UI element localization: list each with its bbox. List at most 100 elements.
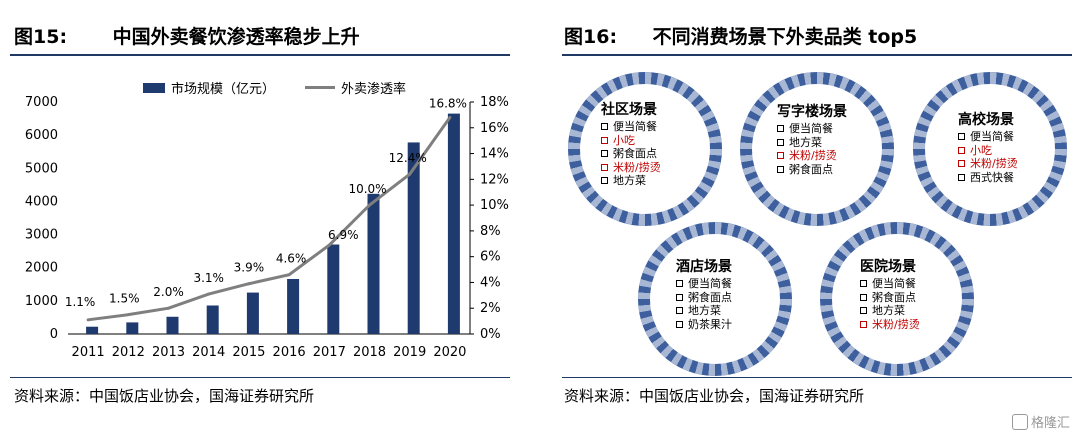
x-tick-label: 2015 [232, 345, 265, 360]
right-figure-title: 图16: 不同消费场景下外卖品类 top5 [564, 22, 917, 49]
scene-item-label: 便当简餐 [872, 277, 916, 290]
line-point [368, 203, 371, 207]
x-tick-label: 2013 [152, 345, 185, 360]
chart-legend: 市场规模（亿元） 外卖渗透率 [143, 78, 406, 97]
x-tick-label: 2012 [112, 345, 145, 360]
legend-line-label: 外卖渗透率 [341, 82, 407, 97]
right-title-rule [562, 54, 1072, 56]
data-label: 16.8% [429, 96, 467, 110]
data-label: 4.6% [276, 252, 307, 266]
y2-tick-label: 10% [480, 198, 509, 213]
left-source: 资料来源：中国饭店业协会，国海证券研究所 [14, 387, 315, 405]
y-tick-label: 5000 [25, 161, 58, 176]
scene-title: 高校场景 [958, 112, 1014, 128]
scene-item: 便当简餐 [860, 277, 920, 291]
scene-item: 地方菜 [777, 136, 847, 150]
checkbox-square-icon [676, 307, 683, 315]
checkbox-square-icon [777, 125, 784, 133]
x-tick-label: 2018 [353, 345, 386, 360]
scene-item: 粥食面点 [860, 291, 920, 305]
scene-item: 奶茶果汁 [676, 318, 732, 332]
right-figure-title-text: 不同消费场景下外卖品类 top5 [652, 26, 918, 48]
watermark-logo-icon [1011, 413, 1028, 430]
penetration-line [87, 116, 452, 322]
bar [287, 278, 300, 334]
y2-tick-label: 0% [480, 327, 501, 342]
data-label: 3.9% [234, 261, 265, 275]
checkbox-square-icon [958, 173, 965, 181]
data-label: 3.1% [193, 271, 224, 285]
bar [367, 193, 380, 334]
scene-item-label: 米粉/捞烫 [789, 149, 837, 162]
scene-item-label: 小吃 [613, 133, 635, 147]
scene-item-label: 米粉/捞烫 [970, 157, 1018, 170]
scene-item: 米粉/捞烫 [777, 149, 847, 163]
scene-item: 米粉/捞烫 [601, 161, 661, 175]
checkbox-square-icon [676, 320, 683, 328]
y2-tick-label: 12% [480, 172, 509, 187]
left-figure-number: 图15: [14, 26, 68, 48]
scene-item: 小吃 [958, 144, 1018, 158]
line-point [448, 115, 452, 119]
scene-item: 粥食面点 [676, 291, 732, 305]
checkbox-square-icon [860, 280, 867, 288]
data-label: 6.9% [328, 228, 359, 242]
line-point [287, 273, 291, 277]
y-tick-label: 3000 [25, 228, 58, 243]
bar [447, 113, 460, 334]
right-figure-number: 图16: [564, 26, 618, 48]
scene-item-label: 米粉/捞烫 [613, 160, 661, 174]
scene-item-label: 便当简餐 [688, 277, 732, 290]
bar [126, 322, 139, 334]
watermark-text: 格隆汇 [1030, 416, 1070, 431]
y2-tick-label: 6% [480, 250, 501, 265]
left-figure-title: 图15: 中国外卖餐饮渗透率稳步上升 [14, 22, 360, 49]
scene-item-label: 地方菜 [872, 304, 905, 317]
line-point [327, 243, 331, 247]
line-point [207, 292, 211, 296]
scene-item-label: 便当简餐 [789, 122, 833, 135]
scene-item-label: 便当简餐 [970, 130, 1014, 143]
scene-item-label: 粥食面点 [613, 147, 657, 160]
bar [206, 305, 219, 334]
data-label: 2.0% [153, 285, 184, 299]
checkbox-square-icon [601, 136, 608, 144]
line-point [126, 313, 130, 317]
checkbox-square-icon [958, 160, 965, 168]
checkbox-square-icon [601, 177, 608, 185]
scene-hotel: 酒店场景 便当简餐 粥食面点 地方菜 奶茶果汁 [676, 259, 732, 331]
scene-item: 小吃 [601, 134, 661, 148]
scene-item: 便当简餐 [958, 130, 1018, 144]
scene-item-label: 米粉/捞烫 [872, 317, 920, 331]
x-tick-label: 2014 [192, 345, 225, 360]
y-tick-label: 2000 [25, 261, 58, 276]
scene-item-label: 地方菜 [688, 304, 721, 317]
legend-bar-label: 市场规模（亿元） [171, 82, 276, 97]
scene-item-label: 粥食面点 [872, 290, 916, 304]
right-source: 资料来源：中国饭店业协会，国海证券研究所 [564, 387, 865, 405]
bar [407, 142, 420, 334]
scene-item-label: 西式快餐 [970, 170, 1014, 184]
checkbox-square-icon [958, 133, 965, 141]
x-tick-label: 2017 [313, 345, 346, 360]
scene-title: 医院场景 [860, 259, 916, 275]
scene-item: 便当简餐 [777, 122, 847, 136]
checkbox-square-icon [601, 150, 608, 158]
scene-item-label: 地方菜 [613, 174, 646, 187]
legend-line-swatch [305, 86, 336, 89]
scene-item-label: 便当简餐 [613, 120, 657, 133]
scene-community: 社区场景 便当简餐 小吃 粥食面点 米粉/捞烫 地方菜 [601, 102, 661, 188]
scene-item: 米粉/捞烫 [958, 157, 1018, 171]
y-tick-label: 0 [50, 327, 58, 342]
line-point [408, 172, 412, 176]
data-label: 1.1% [65, 295, 96, 309]
scene-office: 写字楼场景 便当简餐 地方菜 米粉/捞烫 粥食面点 [777, 104, 847, 176]
y2-tick-label: 8% [480, 224, 501, 239]
y-tick-label: 1000 [25, 294, 58, 309]
x-tick-label: 2016 [273, 345, 306, 360]
y-tick-label: 4000 [25, 194, 58, 209]
bar [327, 244, 340, 334]
bar [246, 292, 259, 334]
scene-hospital: 医院场景便当简餐 粥食面点 地方菜 米粉/捞烫 [860, 259, 920, 331]
right-source-rule [562, 377, 1072, 378]
